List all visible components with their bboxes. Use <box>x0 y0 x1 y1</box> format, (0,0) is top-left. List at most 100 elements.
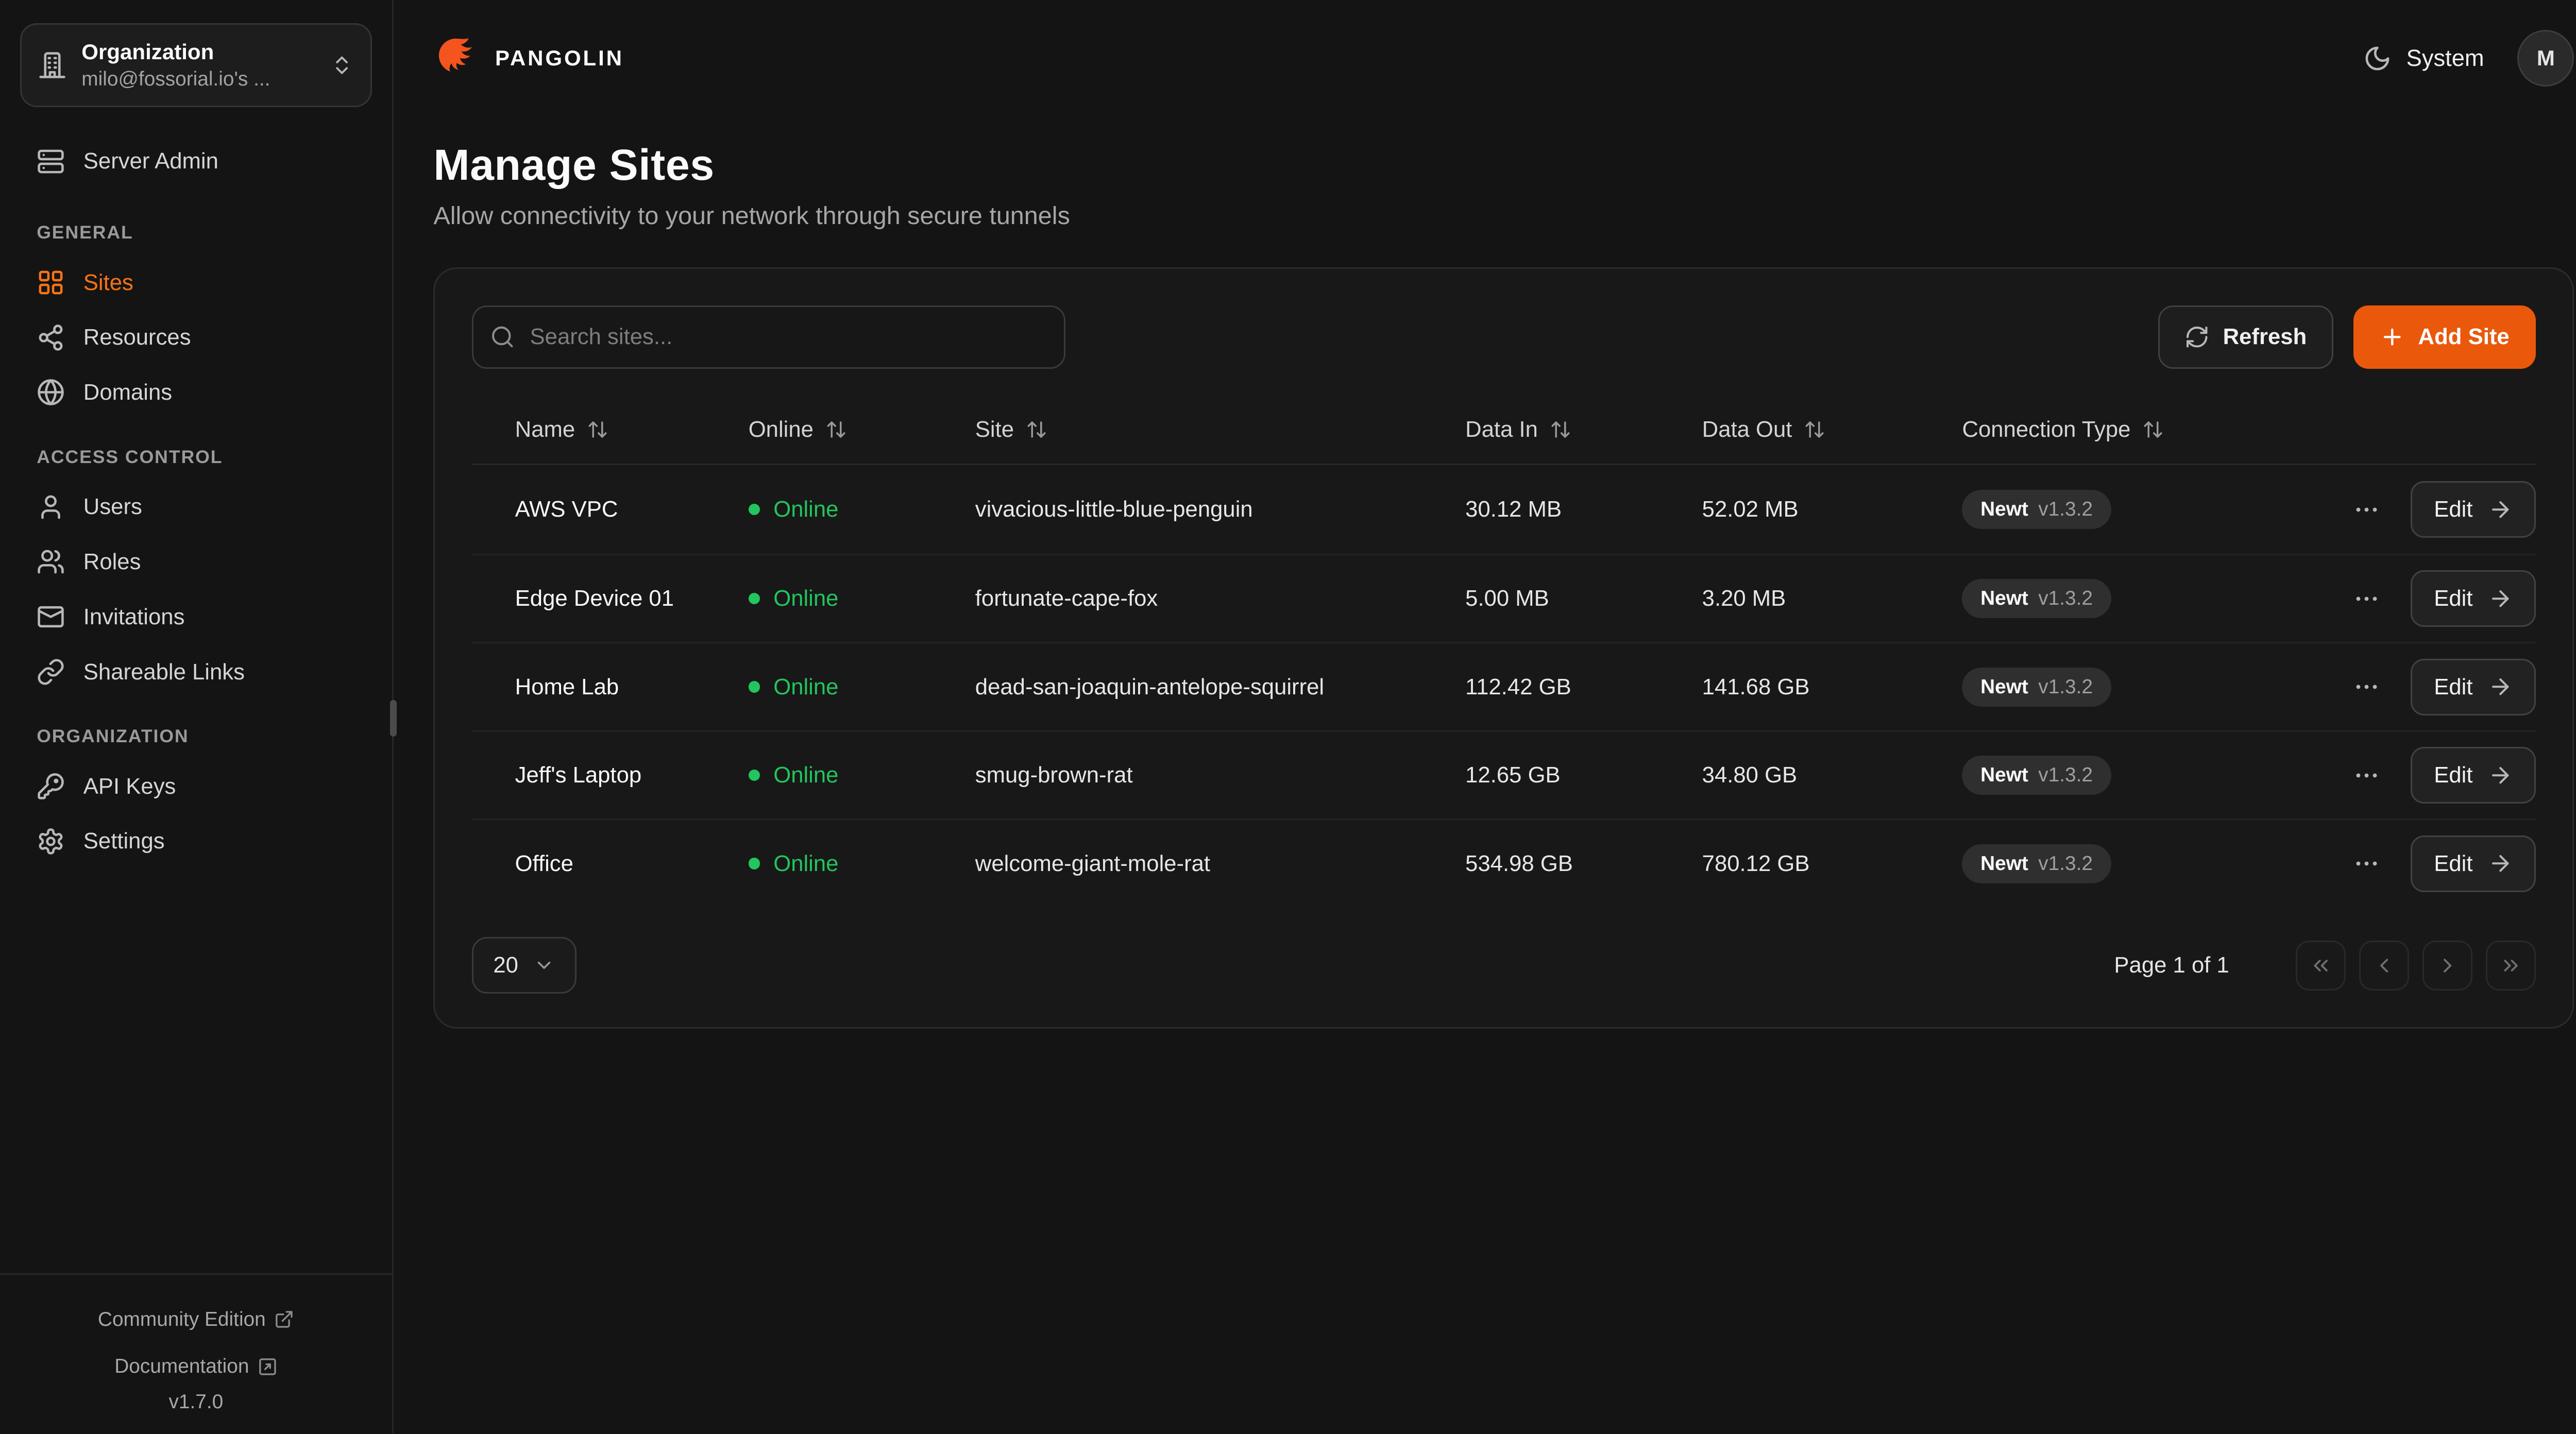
sidebar-item-server-admin[interactable]: Server Admin <box>20 134 372 189</box>
edit-button[interactable]: Edit <box>2411 835 2536 892</box>
sidebar-item-shareable-links[interactable]: Shareable Links <box>20 644 372 699</box>
sidebar-item-users[interactable]: Users <box>20 480 372 535</box>
site-status-cell: Online <box>748 851 975 877</box>
column-header-connection-type[interactable]: Connection Type <box>1962 417 2536 442</box>
users-icon <box>37 548 65 576</box>
ellipsis-icon <box>2352 585 2381 613</box>
last-page-button[interactable] <box>2486 940 2536 991</box>
refresh-button[interactable]: Refresh <box>2158 305 2333 369</box>
org-selector[interactable]: Organization milo@fossorial.io's ... <box>20 23 372 108</box>
connection-name: Newt <box>1980 498 2028 521</box>
connection-type-badge: Newt v1.3.2 <box>1962 756 2111 795</box>
theme-toggle[interactable]: System <box>2363 44 2484 73</box>
search-input[interactable] <box>471 305 1065 369</box>
edit-button[interactable]: Edit <box>2411 570 2536 627</box>
table-row[interactable]: Jeff's Laptop Online smug-brown-rat 12.6… <box>471 730 2536 819</box>
online-dot-icon <box>748 858 760 869</box>
row-actions: Edit <box>2346 658 2536 715</box>
org-selector-subtitle: milo@fossorial.io's ... <box>81 67 270 90</box>
table-row[interactable]: Edge Device 01 Online fortunate-cape-fox… <box>471 553 2536 642</box>
edit-button[interactable]: Edit <box>2411 481 2536 538</box>
column-header-site[interactable]: Site <box>975 417 1465 442</box>
row-menu-button[interactable] <box>2346 843 2387 884</box>
site-status-cell: Online <box>748 762 975 788</box>
building-icon <box>38 51 66 79</box>
row-menu-button[interactable] <box>2346 666 2387 708</box>
pangolin-logo-icon <box>433 35 480 82</box>
sidebar-item-sites[interactable]: Sites <box>20 255 372 310</box>
sidebar-item-label: Sites <box>83 269 133 295</box>
page-size-select[interactable]: 20 <box>471 937 577 994</box>
site-tunnel-cell: dead-san-joaquin-antelope-squirrel <box>975 674 1325 699</box>
connection-type-badge: Newt v1.3.2 <box>1962 490 2111 530</box>
sidebar-item-label: API Keys <box>83 773 176 799</box>
table-row[interactable]: Home Lab Online dead-san-joaquin-antelop… <box>471 642 2536 730</box>
edit-button[interactable]: Edit <box>2411 747 2536 804</box>
chevron-down-icon <box>533 954 555 976</box>
column-header-data-in[interactable]: Data In <box>1465 417 1702 442</box>
sidebar-item-domains[interactable]: Domains <box>20 365 372 420</box>
site-status-cell: Online <box>748 674 975 700</box>
sites-card: Refresh Add Site Name <box>433 267 2574 1029</box>
next-page-button[interactable] <box>2422 940 2473 991</box>
table-header: Name Online Site Data In <box>471 396 2536 466</box>
row-menu-button[interactable] <box>2346 578 2387 620</box>
connection-name: Newt <box>1980 852 2028 875</box>
sidebar-nav: Server Admin GENERAL Sites Resources <box>20 134 372 869</box>
refresh-icon <box>2184 325 2210 350</box>
sort-icon <box>1026 419 1047 440</box>
avatar[interactable]: M <box>2517 30 2574 87</box>
column-header-name[interactable]: Name <box>472 417 749 442</box>
data-out-cell: 780.12 GB <box>1702 850 1810 876</box>
data-in-cell: 30.12 MB <box>1465 497 1562 522</box>
sidebar-item-settings[interactable]: Settings <box>20 814 372 869</box>
prev-page-button[interactable] <box>2359 940 2410 991</box>
column-header-online[interactable]: Online <box>749 417 975 442</box>
arrow-right-icon <box>2488 851 2513 876</box>
column-header-data-out[interactable]: Data Out <box>1702 417 1962 442</box>
data-in-cell: 112.42 GB <box>1465 674 1571 699</box>
org-selector-title: Organization <box>81 40 214 64</box>
online-dot-icon <box>748 592 760 605</box>
page-title: Manage Sites <box>433 140 715 189</box>
mail-icon <box>37 603 65 631</box>
arrow-right-icon <box>2488 674 2513 699</box>
chevron-right-icon <box>2436 954 2459 977</box>
sidebar-item-roles[interactable]: Roles <box>20 534 372 589</box>
brand: PANGOLIN <box>433 35 624 82</box>
gear-icon <box>37 827 65 856</box>
sidebar-resize-handle[interactable] <box>390 700 397 737</box>
connection-version: v1.3.2 <box>2038 764 2093 787</box>
site-status-cell: Online <box>748 497 975 522</box>
row-menu-button[interactable] <box>2346 755 2387 796</box>
chevrons-right-icon <box>2499 954 2522 977</box>
sidebar-item-api-keys[interactable]: API Keys <box>20 759 372 814</box>
page-info: Page 1 of 1 <box>2114 952 2229 978</box>
table-row[interactable]: AWS VPC Online vivacious-little-blue-pen… <box>472 465 2536 554</box>
row-menu-button[interactable] <box>2346 489 2387 531</box>
edit-button[interactable]: Edit <box>2411 658 2536 715</box>
sites-table: Name Online Site Data In <box>471 396 2536 907</box>
connection-name: Newt <box>1980 587 2028 610</box>
sort-icon <box>825 419 847 440</box>
key-icon <box>37 772 65 800</box>
sidebar-item-label: Settings <box>83 828 165 854</box>
chevrons-up-down-icon <box>330 54 353 77</box>
table-row[interactable]: Office Online welcome-giant-mole-rat 534… <box>471 818 2536 907</box>
documentation-link[interactable]: Documentation <box>114 1349 277 1384</box>
section-label-organization: ORGANIZATION <box>37 726 189 747</box>
site-name-cell: Office <box>515 850 573 876</box>
toolbar: Refresh Add Site <box>471 305 2536 369</box>
add-site-button[interactable]: Add Site <box>2353 305 2536 369</box>
sidebar-item-invitations[interactable]: Invitations <box>20 589 372 644</box>
topbar: PANGOLIN System M <box>394 0 2576 110</box>
sidebar-item-label: Shareable Links <box>83 659 245 685</box>
connection-version: v1.3.2 <box>2038 675 2093 698</box>
community-edition-link[interactable]: Community Edition <box>98 1302 294 1337</box>
chevrons-left-icon <box>2309 954 2332 977</box>
site-tunnel-cell: welcome-giant-mole-rat <box>975 850 1211 876</box>
section-label-general: GENERAL <box>37 222 133 243</box>
page-subtitle: Allow connectivity to your network throu… <box>433 202 1070 230</box>
sidebar-item-resources[interactable]: Resources <box>20 310 372 365</box>
first-page-button[interactable] <box>2296 940 2346 991</box>
